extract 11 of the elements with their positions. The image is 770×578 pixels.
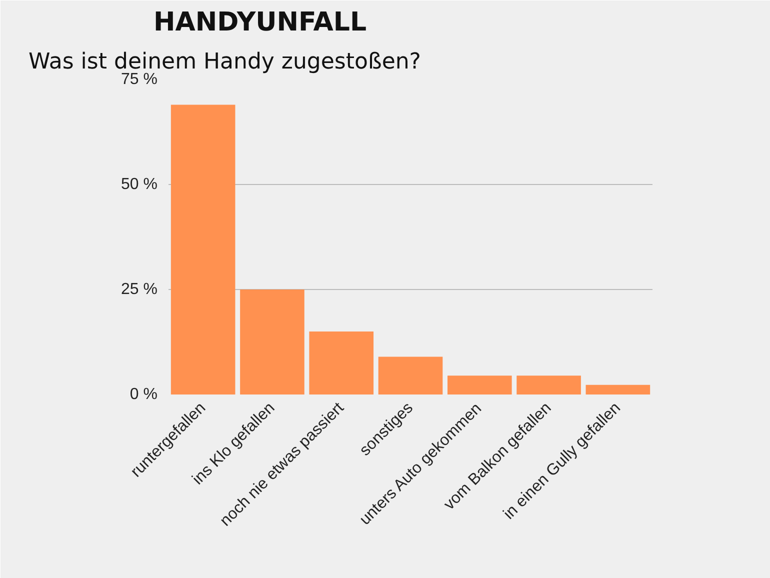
bar: [447, 376, 512, 394]
chart-title: HANDYUNFALL: [154, 8, 367, 38]
bar: [516, 376, 581, 394]
bar: [309, 332, 374, 394]
bar: [586, 384, 650, 394]
y-tick-label: 50 %: [121, 176, 158, 193]
bar: [240, 290, 304, 394]
y-tick-label: 0 %: [130, 386, 158, 403]
bar: [378, 356, 443, 394]
bar: [170, 104, 236, 394]
y-tick-label: 25 %: [121, 281, 158, 298]
